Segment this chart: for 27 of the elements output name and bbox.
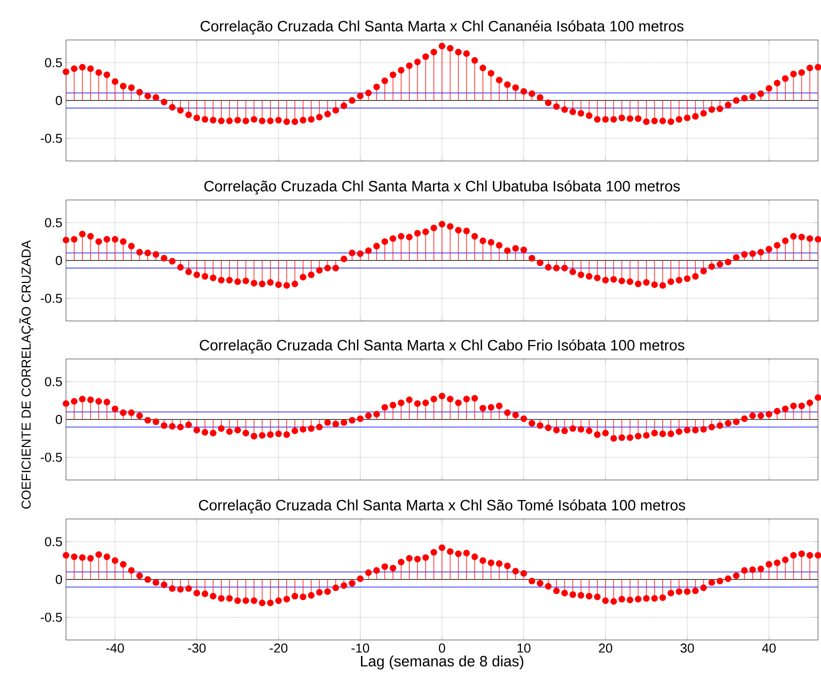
x-tick-label: -20: [270, 644, 288, 653]
y-tick-label: -0.5: [40, 294, 62, 303]
y-tick-label: -0.5: [40, 612, 62, 622]
x-tick-label: 30: [680, 644, 694, 653]
y-tick-label: 0.5: [44, 218, 62, 228]
x-tick-label: 20: [598, 644, 612, 653]
x-tick-label: -10: [351, 644, 370, 653]
x-tick-label: -30: [188, 644, 206, 653]
y-tick-label: 0: [56, 256, 62, 266]
y-tick-label: 0: [56, 414, 62, 424]
x-tick-label: 10: [518, 644, 530, 653]
y-tick-label: -0.5: [40, 134, 62, 143]
y-tick-label: 0.5: [44, 537, 62, 546]
x-tick-label: -40: [106, 644, 124, 653]
y-tick-label: 0: [56, 574, 62, 584]
x-tick-label: 40: [762, 644, 776, 653]
chart-title: Correlação Cruzada Chl Santa Marta x Chl Cananéia Isóbata 100 metros: [200, 20, 684, 34]
y-tick-label: -0.5: [40, 452, 62, 462]
y-axis-title: COEFICIENTE DE CORRELAÇÃO CRUZADA: [19, 240, 34, 509]
chart-title: Correlação Cruzada Chl Santa Marta x Chl Ubatuba Isóbata 100 metros: [204, 180, 680, 194]
y-tick-label: 0: [56, 96, 62, 106]
y-tick-label: 0.5: [44, 377, 62, 386]
chart-title: Correlação Cruzada Chl Santa Marta x Chl São Tomé Isóbata 100 metros: [198, 499, 686, 514]
x-axis-title: Lag (semanas de 8 dias): [360, 656, 524, 670]
y-tick-label: 0.5: [44, 58, 62, 68]
x-tick-label: 0: [438, 644, 446, 653]
chart-title: Correlação Cruzada Chl Santa Marta x Chl Cabo Frio Isóbata 100 metros: [200, 339, 684, 354]
